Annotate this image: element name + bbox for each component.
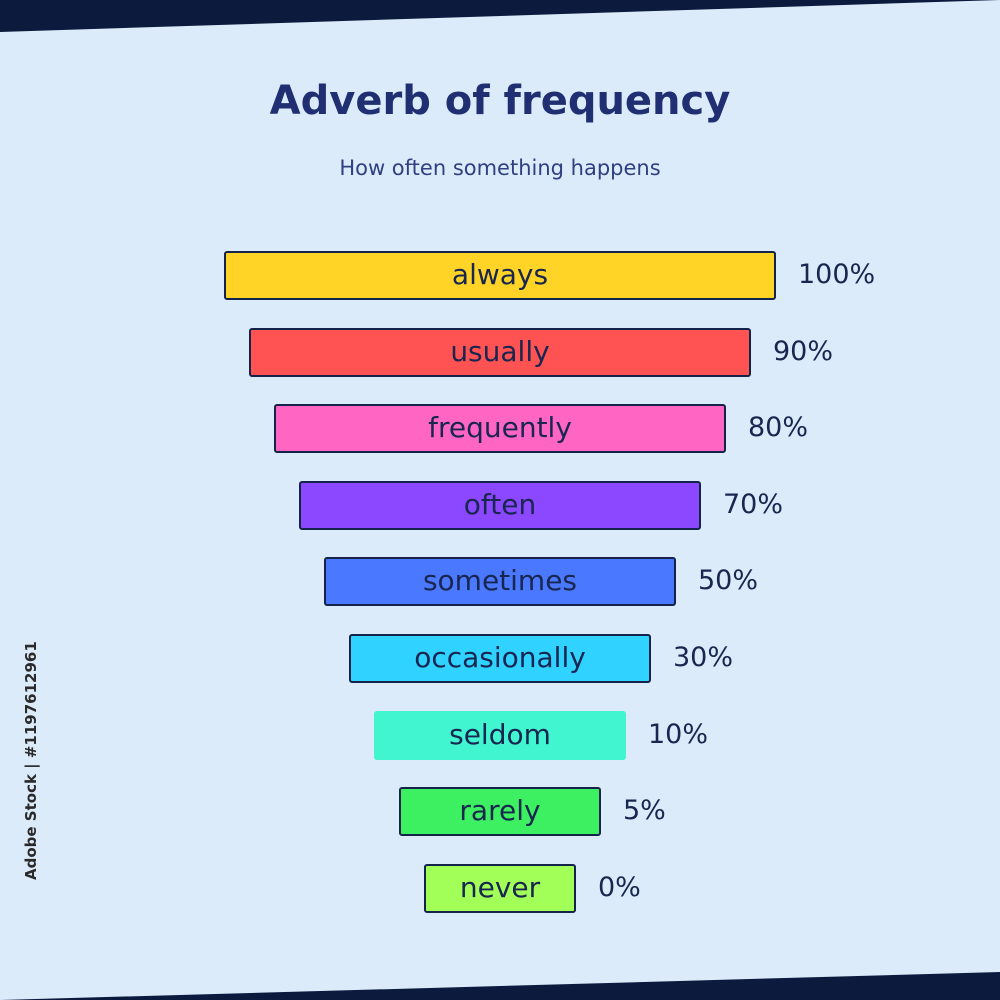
value-label-never: 0% — [598, 871, 641, 903]
bar-label-seldom: seldom — [449, 717, 551, 751]
value-label-usually: 90% — [773, 335, 834, 367]
bar-label-usually: usually — [450, 334, 550, 368]
bar-label-sometimes: sometimes — [422, 564, 578, 598]
bar-rarely — [399, 787, 601, 837]
bar-label-always: always — [451, 258, 549, 291]
value-label-rarely: 5% — [623, 795, 666, 827]
bar-sometimes — [324, 557, 676, 607]
chart-title: Adverb of frequency — [269, 78, 731, 124]
stock-id-text: Adobe Stock | #1197612961 — [22, 641, 40, 880]
bar-often — [299, 480, 701, 530]
bar-label-often: often — [463, 487, 537, 521]
value-label-sometimes: 50% — [698, 565, 759, 597]
bar-never — [424, 863, 576, 913]
bar-label-rarely: rarely — [459, 794, 541, 828]
chart-subtitle: How often something happens — [339, 156, 661, 180]
bar-occasionally — [349, 634, 651, 683]
bar-label-frequently: frequently — [428, 411, 572, 445]
value-label-frequently: 80% — [748, 412, 809, 444]
value-label-occasionally: 30% — [673, 642, 734, 673]
bar-label-never: never — [459, 870, 541, 904]
value-label-often: 70% — [723, 488, 784, 520]
bar-frequently — [274, 404, 726, 454]
value-label-always: 100% — [798, 259, 876, 290]
bar-always — [224, 251, 776, 300]
bar-label-occasionally: occasionally — [414, 641, 586, 674]
bar-usually — [249, 327, 751, 377]
bar-seldom — [374, 710, 626, 760]
value-label-seldom: 10% — [648, 718, 709, 750]
